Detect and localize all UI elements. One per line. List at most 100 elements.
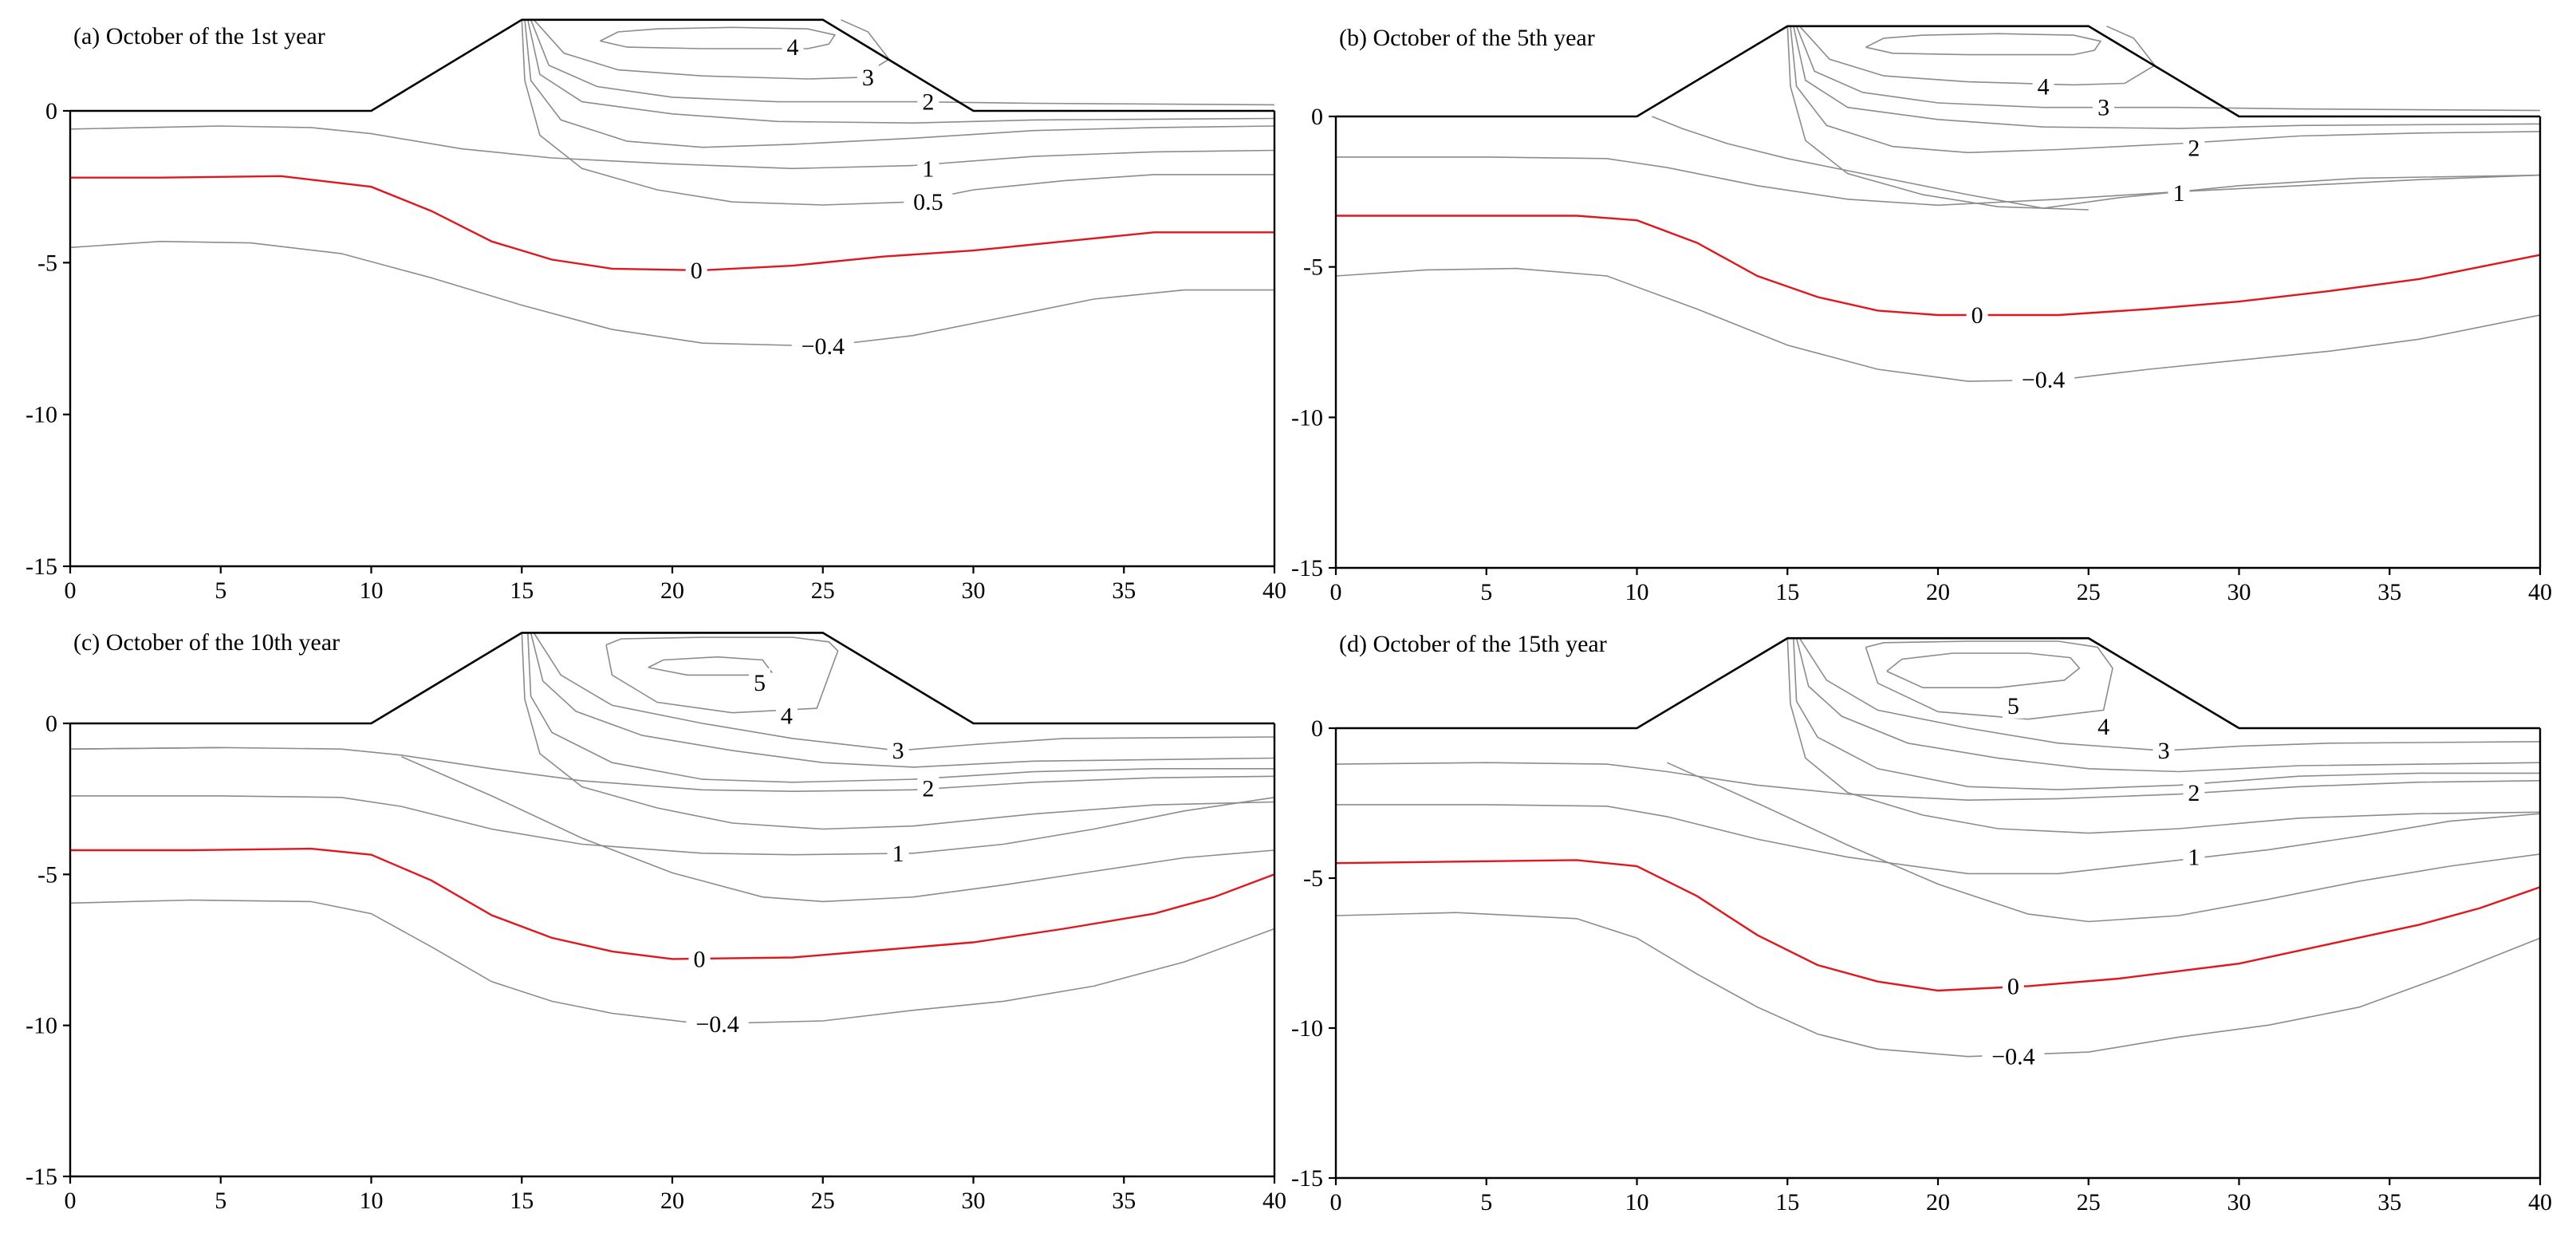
contour-label-c-11: −0.4 — [695, 1011, 739, 1038]
y-tick-label-b-2: -10 — [1291, 404, 1323, 431]
contour-line-d-1 — [1865, 640, 2113, 720]
contour-line-b-1 — [1798, 26, 2156, 86]
embankment-outline-c — [70, 632, 1274, 725]
panel-title-b: (b) October of the 5th year — [1339, 25, 1595, 51]
contour-line-c-6 — [70, 795, 1275, 856]
contour-label-b-4: 1 — [2173, 180, 2185, 207]
contour-line-b-5 — [1790, 26, 2541, 154]
contour-label-bg-a-2 — [917, 87, 939, 115]
contour-label-bg-d-9 — [2002, 971, 2024, 999]
contour-line-b-8 — [1336, 215, 2541, 317]
contour-line-a-5 — [524, 19, 1275, 148]
contour-label-bg-d-2 — [2153, 736, 2175, 764]
x-tick-label-c-2: 10 — [360, 1188, 384, 1214]
contour-label-bg-c-2 — [887, 736, 909, 764]
y-tick-label-c-1: -5 — [37, 861, 57, 888]
contour-label-bg-a-1 — [857, 63, 879, 91]
y-tick-label-b-3: -15 — [1291, 555, 1323, 581]
contour-label-b-0: 4 — [2038, 73, 2050, 100]
x-tick-label-d-0: 0 — [1330, 1189, 1342, 1215]
x-tick-label-b-5: 25 — [2077, 579, 2101, 605]
contour-line-b-6 — [1786, 26, 2089, 211]
contour-label-c-1: 4 — [781, 703, 793, 730]
contour-label-bg-a-6 — [904, 187, 953, 215]
contour-label-c-4: 2 — [922, 775, 934, 802]
contour-label-bg-c-6 — [887, 838, 909, 866]
x-tick-label-c-3: 15 — [510, 1188, 534, 1214]
x-tick-label-c-0: 0 — [65, 1188, 77, 1214]
x-tick-label-c-5: 25 — [811, 1188, 835, 1214]
x-tick-label-d-3: 15 — [1775, 1189, 1799, 1215]
contour-line-d-4 — [1335, 762, 2541, 802]
contour-label-bg-b-9 — [2012, 365, 2075, 393]
contour-line-c-7 — [521, 632, 1275, 830]
contour-line-d-6 — [1336, 804, 2541, 875]
x-tick-label-a-1: 5 — [215, 577, 226, 604]
contour-line-a-4 — [69, 125, 1275, 170]
contour-line-a-9 — [69, 240, 1274, 347]
contour-label-d-10: −0.4 — [1991, 1044, 2034, 1070]
contour-label-d-0: 5 — [2007, 693, 2019, 719]
x-tick-label-a-4: 20 — [660, 577, 684, 604]
contour-label-bg-b-8 — [1966, 301, 1988, 328]
contour-label-bg-b-0 — [2032, 72, 2054, 100]
contour-line-a-1 — [533, 19, 890, 80]
contour-line-b-2 — [1795, 26, 2541, 112]
contour-line-d-2 — [1798, 637, 2541, 752]
contour-line-c-11 — [69, 899, 1275, 1025]
panel-title-c: (c) October of the 10th year — [73, 629, 340, 656]
contour-label-c-2: 3 — [892, 738, 904, 764]
contour-label-d-4: 2 — [2188, 780, 2200, 806]
contour-line-d-8 — [1666, 762, 2541, 923]
contour-label-bg-b-2 — [2183, 133, 2205, 161]
x-tick-label-b-4: 20 — [1926, 579, 1950, 605]
y-tick-label-a-2: -10 — [26, 402, 57, 428]
x-tick-label-b-6: 30 — [2227, 579, 2251, 605]
x-tick-label-a-7: 35 — [1112, 577, 1136, 604]
contour-label-d-1: 4 — [2097, 714, 2109, 740]
x-tick-label-a-5: 25 — [811, 577, 835, 604]
y-tick-label-d-1: -5 — [1303, 865, 1323, 892]
y-tick-label-d-3: -15 — [1291, 1165, 1323, 1192]
x-tick-label-d-8: 40 — [2528, 1189, 2552, 1215]
x-tick-label-c-8: 40 — [1262, 1188, 1286, 1214]
contour-label-bg-b-1 — [2093, 93, 2115, 120]
contour-label-c-0: 5 — [754, 670, 766, 696]
x-tick-label-d-7: 35 — [2377, 1189, 2401, 1215]
y-tick-label-c-3: -15 — [26, 1164, 57, 1190]
contour-line-d-10 — [1335, 912, 2541, 1058]
y-tick-label-c-0: 0 — [45, 711, 57, 737]
contour-label-a-9: −0.4 — [802, 333, 845, 360]
contour-label-bg-a-8 — [685, 255, 707, 283]
contour-label-b-2: 2 — [2188, 136, 2200, 162]
contour-line-d-7 — [1786, 638, 2541, 834]
x-tick-label-b-8: 40 — [2528, 579, 2552, 605]
contour-label-bg-c-10 — [688, 944, 711, 972]
contour-line-a-8 — [70, 175, 1274, 272]
contour-line-c-0 — [648, 656, 774, 676]
contour-label-b-9: −0.4 — [2022, 367, 2065, 393]
contour-line-b-4 — [1336, 156, 2541, 207]
contour-line-c-5 — [527, 632, 1274, 783]
contour-label-bg-a-0 — [782, 33, 804, 61]
contour-label-a-1: 3 — [862, 65, 874, 91]
x-tick-label-a-2: 10 — [360, 577, 384, 604]
x-tick-label-c-6: 30 — [962, 1188, 986, 1214]
x-tick-label-b-1: 5 — [1480, 579, 1492, 605]
contour-label-bg-d-10 — [1982, 1042, 2045, 1070]
contour-line-c-8 — [69, 747, 221, 750]
contour-label-bg-d-4 — [2183, 778, 2205, 806]
y-tick-label-c-2: -10 — [26, 1013, 57, 1039]
contour-label-b-8: 0 — [1971, 302, 1983, 329]
panel-title-a: (a) October of the 1st year — [73, 23, 325, 49]
y-tick-label-d-0: 0 — [1311, 715, 1323, 742]
x-tick-label-b-0: 0 — [1330, 579, 1342, 605]
contour-line-b-9 — [1335, 267, 2541, 382]
x-tick-label-a-6: 30 — [962, 577, 986, 604]
contour-label-bg-c-11 — [686, 1009, 749, 1037]
x-tick-label-a-8: 40 — [1262, 577, 1286, 604]
x-tick-label-c-4: 20 — [660, 1188, 684, 1214]
